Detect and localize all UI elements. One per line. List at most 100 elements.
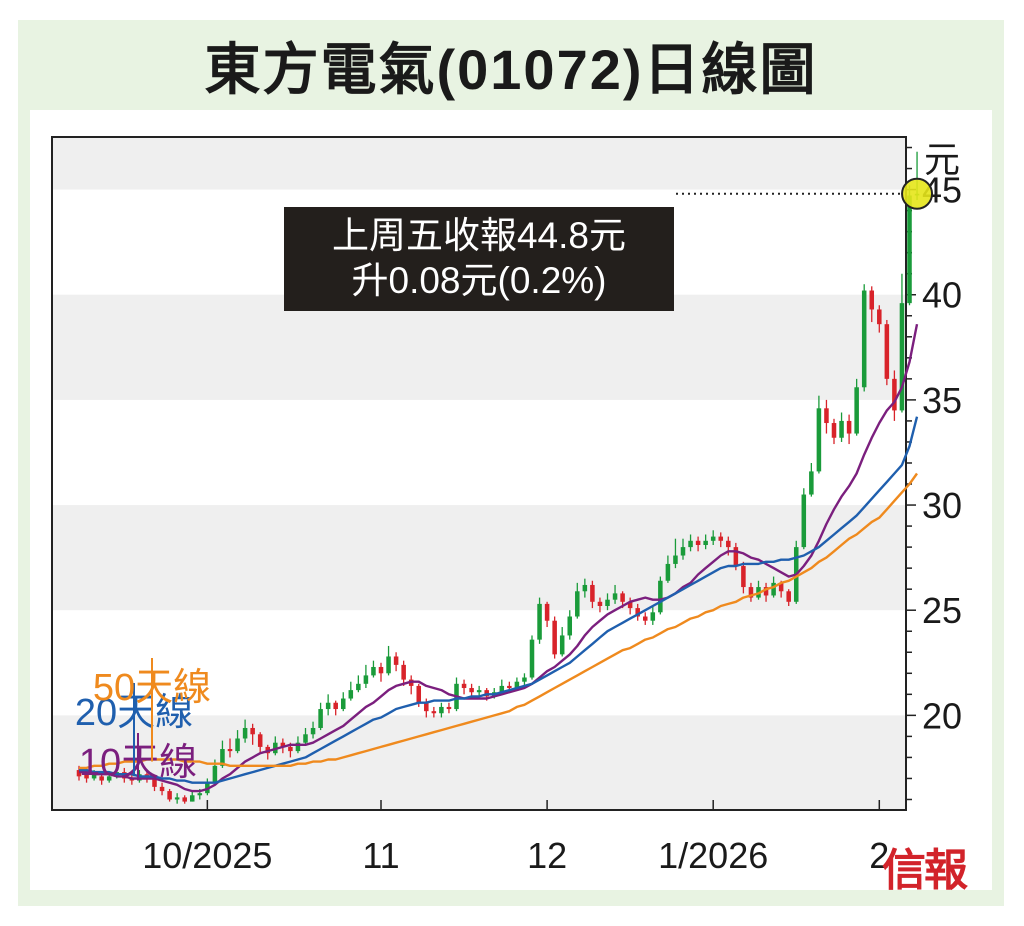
x-tick-label: 12 xyxy=(527,835,567,876)
brand-logo: 信報 xyxy=(882,845,968,896)
candle xyxy=(590,580,595,609)
candle-body xyxy=(356,683,361,691)
candle-body xyxy=(84,774,89,779)
candle-body xyxy=(371,666,376,676)
candle xyxy=(612,584,618,604)
candle-body xyxy=(469,688,474,693)
candle-body xyxy=(295,742,301,752)
candle-body xyxy=(658,580,663,613)
series-label: 10天線 xyxy=(79,742,197,784)
candle xyxy=(824,399,829,434)
candle xyxy=(544,601,550,628)
candle xyxy=(340,692,346,712)
candle-body xyxy=(710,536,716,541)
ma-line xyxy=(79,472,918,770)
candle-body xyxy=(695,540,701,546)
candle-body xyxy=(189,795,195,802)
candle xyxy=(892,370,897,421)
candle-body xyxy=(159,786,165,792)
candle xyxy=(642,612,648,625)
candle xyxy=(189,791,195,802)
candle-body xyxy=(152,778,157,787)
candle xyxy=(559,627,565,657)
candle-body xyxy=(250,727,255,735)
candle xyxy=(627,597,633,615)
candle xyxy=(182,795,187,804)
ma-line xyxy=(79,416,919,784)
x-tick-label: 10/2025 xyxy=(142,835,272,876)
candle-body xyxy=(665,563,671,581)
candle-body xyxy=(476,690,482,693)
candle xyxy=(431,706,437,718)
candle-body xyxy=(227,749,233,752)
candle-body xyxy=(635,608,640,617)
candle-body xyxy=(688,540,693,548)
candle-body xyxy=(544,603,550,621)
candle xyxy=(167,788,172,802)
candle xyxy=(575,582,580,619)
candle xyxy=(476,685,482,697)
candle-body xyxy=(363,675,369,684)
last-close-marker xyxy=(676,177,934,210)
candle xyxy=(567,610,573,640)
candle xyxy=(325,694,331,716)
candle xyxy=(529,635,535,680)
candle-body xyxy=(718,536,724,541)
candle-body xyxy=(854,387,859,434)
candle-body xyxy=(288,746,293,752)
candle xyxy=(869,286,875,323)
annotation-line-1: 上周五收報44.8元 xyxy=(331,215,626,256)
candle-body xyxy=(212,765,218,783)
candle-body xyxy=(899,303,905,411)
candle-body xyxy=(167,791,172,800)
candle-body xyxy=(680,547,686,556)
candle-body xyxy=(801,494,807,548)
candle-body xyxy=(861,290,867,388)
candle xyxy=(877,305,882,333)
candle-body xyxy=(340,698,346,710)
candle-body xyxy=(650,612,656,621)
candle-body xyxy=(846,420,852,434)
candle xyxy=(333,700,338,716)
candle-body xyxy=(673,555,678,564)
y-unit-label: 元 xyxy=(924,139,960,180)
candle-body xyxy=(884,324,890,379)
annotation-line-2: 升0.08元(0.2%) xyxy=(351,260,607,301)
y-tick-label: 40 xyxy=(922,275,962,316)
candle-body xyxy=(590,584,595,602)
candle xyxy=(846,414,852,445)
candle xyxy=(710,530,716,546)
candle-body xyxy=(575,591,580,617)
candle xyxy=(673,538,678,569)
candle-body xyxy=(612,593,618,600)
candle-body xyxy=(567,616,573,636)
candle xyxy=(235,730,240,754)
candle-body xyxy=(106,776,112,781)
candle xyxy=(446,702,452,714)
moving-average-lines xyxy=(79,323,919,793)
candle-body xyxy=(748,587,754,598)
candle xyxy=(703,534,708,550)
candle-body xyxy=(824,408,829,424)
candle-body xyxy=(257,734,263,747)
candle-body xyxy=(907,195,912,304)
candle xyxy=(680,538,686,560)
candle-body xyxy=(174,797,180,800)
candle-body xyxy=(786,591,791,602)
candle xyxy=(861,284,867,392)
candle xyxy=(650,605,656,625)
candle xyxy=(386,645,391,676)
candle-body xyxy=(869,290,875,310)
candle xyxy=(408,675,414,695)
candle xyxy=(242,719,248,743)
candle-body xyxy=(386,656,391,674)
candle xyxy=(884,319,890,386)
candle xyxy=(356,675,361,693)
x-tick-label: 2 xyxy=(869,835,889,876)
candle-body xyxy=(333,702,338,710)
candle xyxy=(257,732,263,754)
grid-band xyxy=(52,505,906,611)
candle xyxy=(839,412,844,442)
